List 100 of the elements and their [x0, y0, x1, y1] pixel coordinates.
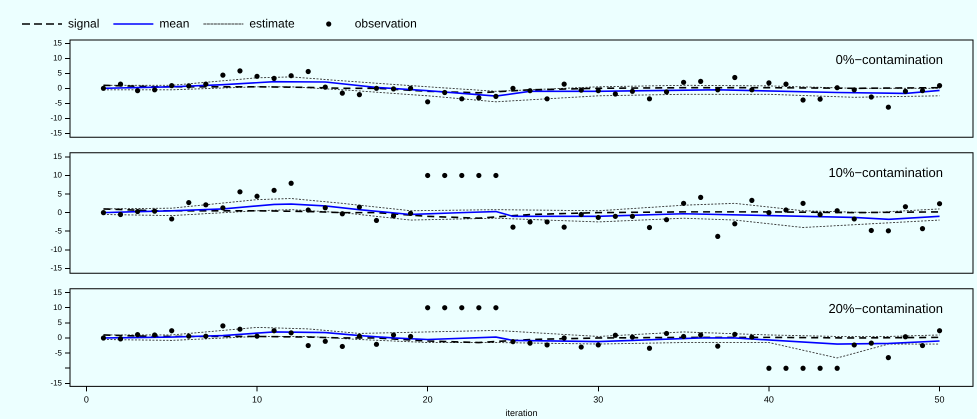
point	[459, 96, 464, 102]
x-tick-label: 50	[934, 394, 945, 404]
point	[630, 88, 636, 94]
y-tick-label: 15	[53, 288, 63, 297]
point	[169, 83, 174, 88]
point	[902, 88, 908, 94]
point	[544, 96, 550, 102]
point	[664, 217, 670, 222]
point	[664, 330, 670, 336]
x-axis-title: iteration	[505, 408, 538, 418]
point	[152, 87, 158, 92]
y-tick-label: -5	[54, 348, 63, 358]
y-tick-label: 5	[58, 68, 63, 78]
point	[783, 366, 789, 371]
point	[749, 334, 754, 340]
point	[715, 344, 720, 349]
point	[118, 336, 124, 342]
point	[306, 207, 311, 213]
annotation: 0%−contamination	[836, 52, 943, 68]
point	[630, 334, 636, 340]
point	[459, 172, 464, 178]
point	[936, 328, 942, 334]
point	[322, 338, 328, 344]
point	[920, 342, 926, 348]
point	[732, 332, 738, 337]
point	[476, 305, 482, 310]
point	[818, 212, 823, 218]
point	[766, 210, 772, 216]
point	[596, 214, 601, 220]
point	[169, 216, 174, 222]
point	[886, 228, 891, 234]
point	[408, 210, 414, 216]
point	[527, 340, 533, 346]
point	[100, 335, 106, 341]
point	[630, 214, 636, 219]
point	[476, 172, 482, 178]
point	[254, 74, 260, 79]
y-tick-label: 10	[53, 302, 63, 312]
y-tick-label: 15	[53, 38, 63, 48]
point	[220, 72, 226, 78]
point	[612, 214, 618, 219]
y-tick-label: 5	[58, 189, 63, 198]
point	[134, 332, 140, 338]
point	[390, 332, 396, 338]
point	[612, 91, 618, 97]
point	[527, 219, 533, 225]
point	[612, 332, 618, 338]
point	[442, 305, 448, 310]
point	[100, 86, 106, 91]
point	[425, 172, 430, 178]
point	[356, 92, 362, 98]
y-tick-label: -5	[54, 98, 63, 108]
y-tick-label: -15	[50, 128, 63, 138]
point	[646, 346, 652, 351]
point	[459, 305, 464, 310]
point	[203, 334, 208, 339]
point	[288, 330, 294, 336]
y-tick-label: 15	[53, 152, 63, 162]
point	[288, 180, 294, 186]
x-tick-label: 40	[764, 394, 774, 404]
point	[920, 88, 926, 94]
point	[100, 210, 106, 216]
point	[510, 224, 516, 230]
point	[442, 90, 448, 96]
point	[476, 95, 482, 100]
point	[732, 74, 738, 80]
point	[852, 87, 857, 92]
point	[936, 201, 942, 206]
x-tick-label: 10	[252, 394, 262, 404]
point	[852, 342, 857, 348]
point	[886, 355, 891, 360]
point	[322, 205, 328, 210]
y-tick-label: -10	[50, 114, 63, 123]
point	[322, 84, 328, 90]
point	[254, 194, 260, 199]
point	[562, 224, 567, 230]
point	[852, 216, 857, 222]
point	[374, 218, 380, 224]
point	[834, 85, 840, 90]
point	[408, 334, 414, 340]
point	[271, 188, 277, 193]
point	[425, 305, 430, 310]
point	[493, 305, 499, 310]
point	[783, 207, 789, 213]
point	[766, 80, 772, 86]
point	[544, 219, 550, 225]
point	[134, 208, 140, 214]
point	[510, 339, 516, 344]
y-tick-label: 5	[58, 318, 63, 328]
point	[834, 208, 840, 214]
y-tick-label: -15	[50, 378, 63, 388]
point	[254, 334, 260, 339]
point	[390, 213, 396, 219]
point	[902, 334, 908, 340]
point	[374, 342, 380, 347]
legend-label: mean	[159, 16, 190, 30]
legend-label: observation	[354, 16, 417, 30]
x-tick-label: 20	[422, 394, 433, 404]
y-tick-label: -5	[54, 226, 63, 236]
point	[681, 200, 686, 206]
